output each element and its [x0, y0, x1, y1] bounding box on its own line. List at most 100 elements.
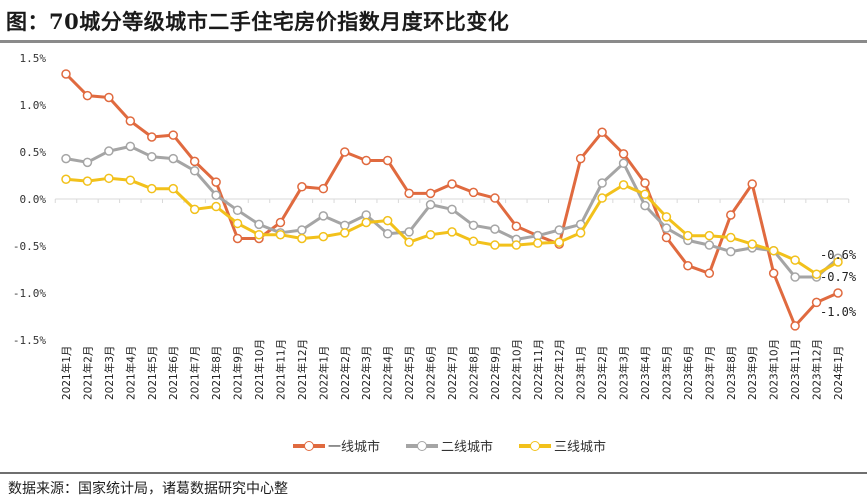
data-point-marker[interactable] [211, 201, 221, 212]
data-point-marker[interactable] [147, 132, 157, 142]
data-point-marker[interactable] [168, 183, 178, 194]
data-point-marker[interactable] [189, 166, 200, 176]
data-point-marker[interactable] [168, 130, 178, 140]
data-point-marker[interactable] [275, 229, 286, 240]
data-point-marker[interactable] [404, 188, 414, 199]
data-point-marker[interactable] [490, 224, 500, 234]
data-point-marker[interactable] [726, 210, 736, 220]
data-point-marker[interactable] [811, 269, 822, 279]
data-point-marker[interactable] [168, 153, 178, 164]
data-point-marker[interactable] [61, 69, 71, 79]
data-point-marker[interactable] [597, 127, 607, 138]
data-point-marker[interactable] [726, 232, 736, 243]
data-point-marker[interactable] [833, 257, 843, 267]
data-point-marker[interactable] [382, 215, 393, 226]
data-point-marker[interactable] [318, 183, 329, 194]
data-point-marker[interactable] [597, 178, 607, 188]
data-point-marker[interactable] [833, 288, 843, 298]
data-point-marker[interactable] [747, 179, 757, 189]
data-point-marker[interactable] [533, 238, 543, 248]
data-point-marker[interactable] [425, 188, 436, 199]
data-point-marker[interactable] [554, 237, 564, 247]
data-point-marker[interactable] [254, 219, 264, 230]
data-point-marker[interactable] [125, 116, 136, 126]
data-point-marker[interactable] [468, 187, 479, 198]
data-point-marker[interactable] [683, 230, 693, 241]
data-point-marker[interactable] [554, 225, 564, 235]
data-point-marker[interactable] [147, 183, 157, 194]
data-point-marker[interactable] [468, 236, 479, 247]
data-point-marker[interactable] [790, 272, 800, 282]
data-point-marker[interactable] [297, 182, 307, 192]
data-point-marker[interactable] [104, 92, 114, 103]
data-point-marker[interactable] [318, 211, 329, 221]
data-point-marker[interactable] [811, 297, 822, 308]
data-point-marker[interactable] [125, 141, 136, 152]
data-point-marker[interactable] [575, 228, 586, 238]
data-point-marker[interactable] [704, 240, 715, 250]
data-point-marker[interactable] [511, 221, 522, 232]
data-point-marker[interactable] [490, 193, 500, 203]
data-point-marker[interactable] [661, 223, 672, 233]
data-point-marker[interactable] [404, 227, 414, 237]
data-point-marker[interactable] [661, 232, 672, 243]
data-point-marker[interactable] [61, 153, 71, 164]
data-point-marker[interactable] [425, 229, 436, 240]
data-point-marker[interactable] [597, 193, 607, 203]
legend-item-tier3[interactable]: 三线城市 [519, 436, 606, 455]
data-point-marker[interactable] [340, 147, 350, 157]
data-point-marker[interactable] [82, 176, 93, 186]
data-point-marker[interactable] [490, 240, 500, 250]
data-point-marker[interactable] [447, 179, 457, 189]
data-point-marker[interactable] [618, 149, 629, 159]
legend-item-tier2[interactable]: 二线城市 [406, 436, 493, 455]
data-point-marker[interactable] [82, 90, 93, 101]
data-point-marker[interactable] [361, 217, 371, 228]
data-point-marker[interactable] [640, 189, 650, 200]
data-point-marker[interactable] [575, 153, 586, 164]
data-point-marker[interactable] [447, 227, 457, 237]
legend-item-tier1[interactable]: 一线城市 [293, 436, 380, 455]
data-point-marker[interactable] [232, 233, 243, 244]
data-point-marker[interactable] [511, 240, 522, 250]
data-point-marker[interactable] [211, 190, 221, 200]
data-point-marker[interactable] [104, 146, 114, 156]
data-point-marker[interactable] [790, 255, 800, 265]
data-point-marker[interactable] [726, 246, 736, 257]
data-point-marker[interactable] [640, 200, 650, 211]
data-point-marker[interactable] [61, 174, 71, 185]
data-point-marker[interactable] [189, 156, 200, 167]
data-point-marker[interactable] [104, 173, 114, 184]
data-point-marker[interactable] [661, 212, 672, 222]
data-point-marker[interactable] [211, 177, 221, 187]
data-point-marker[interactable] [382, 155, 393, 166]
data-point-marker[interactable] [468, 220, 479, 231]
data-point-marker[interactable] [189, 204, 200, 215]
data-point-marker[interactable] [340, 228, 350, 238]
data-point-marker[interactable] [82, 157, 93, 168]
data-point-marker[interactable] [747, 239, 757, 249]
data-point-marker[interactable] [640, 178, 650, 188]
data-point-marker[interactable] [683, 260, 693, 271]
data-point-marker[interactable] [297, 225, 307, 235]
data-point-marker[interactable] [768, 268, 779, 279]
data-point-marker[interactable] [425, 199, 436, 210]
data-point-marker[interactable] [125, 175, 136, 185]
data-point-marker[interactable] [704, 268, 715, 279]
data-point-marker[interactable] [297, 233, 307, 244]
data-point-marker[interactable] [447, 204, 457, 215]
data-point-marker[interactable] [768, 245, 779, 256]
data-point-marker[interactable] [618, 180, 629, 190]
data-point-marker[interactable] [382, 229, 393, 239]
data-point-marker[interactable] [147, 151, 157, 162]
data-point-marker[interactable] [361, 155, 371, 166]
data-point-marker[interactable] [275, 217, 286, 228]
data-point-marker[interactable] [318, 231, 329, 242]
data-point-marker[interactable] [232, 218, 243, 229]
data-point-marker[interactable] [232, 205, 243, 216]
data-point-marker[interactable] [704, 230, 715, 241]
data-point-marker[interactable] [790, 321, 800, 331]
data-point-marker[interactable] [618, 158, 629, 169]
data-point-marker[interactable] [254, 229, 264, 240]
data-point-marker[interactable] [404, 237, 414, 247]
